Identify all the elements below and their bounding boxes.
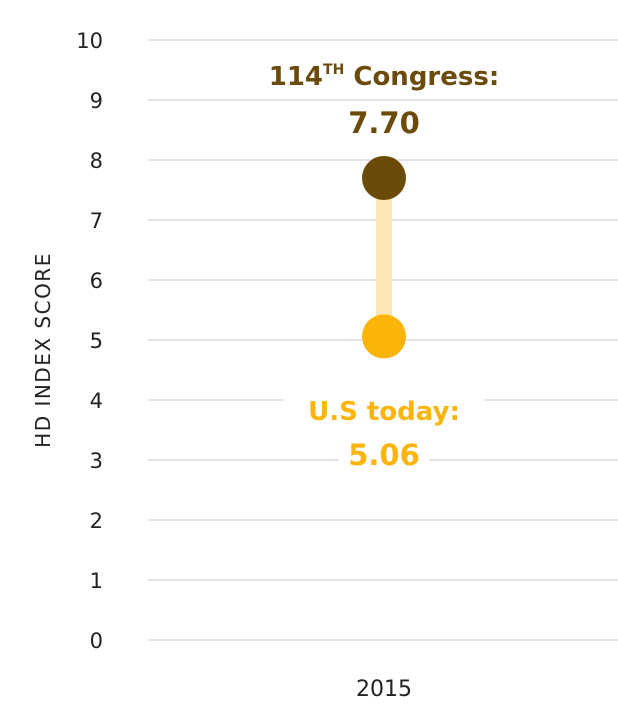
y-tick-label: 4	[90, 389, 103, 413]
y-tick-label: 7	[90, 209, 103, 233]
data-value-label: 5.06	[348, 438, 420, 472]
y-tick-label: 5	[90, 329, 103, 353]
y-axis-label: HD INDEX SCORE	[31, 252, 55, 448]
y-tick-label: 10	[76, 29, 103, 53]
point-114th-congress	[362, 156, 406, 200]
y-tick-label: 9	[90, 89, 103, 113]
y-tick-label: 1	[90, 569, 103, 593]
point-us-today	[362, 314, 406, 359]
y-tick-label: 3	[90, 449, 103, 473]
y-axis-ticks: 0 1 2 3 4 5 6 7 8 9 10	[76, 29, 103, 653]
series-name-label: U.S today:	[308, 397, 460, 427]
y-tick-label: 8	[90, 149, 103, 173]
dumbbell-marks: 114TH Congress: 7.70 U.S today: 5.06	[239, 58, 529, 474]
label-background	[339, 106, 429, 142]
data-value-label: 7.70	[348, 106, 420, 140]
x-tick-label: 2015	[356, 677, 412, 702]
label-background	[284, 393, 484, 429]
y-tick-label: 0	[90, 629, 103, 653]
series-name-label: 114TH Congress:	[269, 62, 499, 92]
label-background	[339, 438, 429, 474]
label-background	[239, 58, 529, 94]
x-axis-ticks: 2015	[356, 677, 412, 702]
y-tick-label: 6	[90, 269, 103, 293]
y-tick-label: 2	[90, 509, 103, 533]
